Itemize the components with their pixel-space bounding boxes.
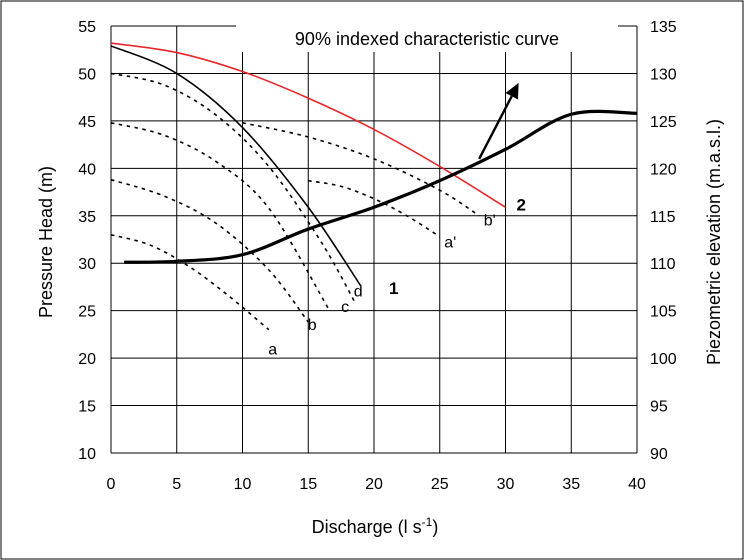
y-tick-label-left: 35 <box>78 209 96 226</box>
x-axis-title-main: Discharge (l s <box>312 517 422 537</box>
x-tick-label: 15 <box>299 476 317 493</box>
annotation-label: a <box>268 342 277 359</box>
annotation-label: b' <box>484 213 496 230</box>
x-tick-label: 20 <box>365 476 383 493</box>
chart-title-background <box>236 20 618 52</box>
y-tick-label-right: 95 <box>650 399 668 416</box>
y-tick-label-left: 40 <box>78 161 96 178</box>
y-tick-label-right: 125 <box>650 114 677 131</box>
y-tick-label-right: 105 <box>650 304 677 321</box>
tick-labels: 0 5 10 15 20 25 30 35 40 10 15 20 25 30 35 40 45 50 55 90 95… <box>78 19 677 493</box>
series-line-4 <box>110 178 309 323</box>
y-tick-label-left: 15 <box>78 399 96 416</box>
annotation-label: a' <box>444 234 456 251</box>
annotations: a b cd 1 a' b' 2 <box>268 195 526 358</box>
series-layer <box>110 42 638 331</box>
y-tick-label-right: 130 <box>650 66 677 83</box>
annotation-label: 2 <box>517 195 526 214</box>
arrow-shaft <box>478 95 513 160</box>
y-tick-label-right: 110 <box>650 256 676 273</box>
series-line-8 <box>242 122 480 217</box>
y-tick-label-left: 10 <box>78 446 96 463</box>
x-axis-title-sup: -1 <box>422 515 433 529</box>
series-line-3 <box>110 233 270 331</box>
y-tick-label-right: 120 <box>650 161 677 178</box>
y-tick-label-left: 25 <box>78 304 96 321</box>
y-tick-label-right: 100 <box>650 351 677 368</box>
annotation-label: c <box>341 299 349 316</box>
series-line-2 <box>110 45 362 287</box>
y-tick-label-left: 55 <box>78 19 96 36</box>
y-tick-label-right: 115 <box>650 209 676 226</box>
series-line-1 <box>110 42 506 208</box>
y-tick-label-left: 20 <box>78 351 96 368</box>
x-tick-label: 40 <box>628 476 646 493</box>
x-tick-label: 25 <box>431 476 449 493</box>
annotation-label: 1 <box>389 279 398 298</box>
x-tick-label: 30 <box>497 476 515 493</box>
y-tick-label-left: 30 <box>78 256 96 273</box>
x-tick-label: 10 <box>234 476 252 493</box>
x-tick-label: 35 <box>562 476 580 493</box>
y-axis-right-title: Piezometric elevation (m.a.s.l.) <box>704 119 724 365</box>
x-tick-label: 5 <box>172 476 181 493</box>
x-axis-title: Discharge (l s-1) <box>312 515 439 537</box>
y-tick-label-right: 135 <box>650 19 677 36</box>
annotation-label: b <box>308 317 317 334</box>
x-axis-title-end: ) <box>432 517 438 537</box>
series-line-5 <box>110 122 329 309</box>
annotation-label: d <box>354 284 363 301</box>
series-line-6 <box>110 72 355 302</box>
chart-title: 90% indexed characteristic curve <box>295 29 559 49</box>
x-tick-label: 0 <box>107 476 116 493</box>
y-tick-label-left: 45 <box>78 114 96 131</box>
y-tick-label-left: 50 <box>78 66 96 83</box>
y-tick-label-right: 90 <box>650 446 668 463</box>
y-axis-left-title: Pressure Head (m) <box>36 166 56 318</box>
arrow-head <box>505 82 519 100</box>
series-line-9 <box>124 109 638 264</box>
